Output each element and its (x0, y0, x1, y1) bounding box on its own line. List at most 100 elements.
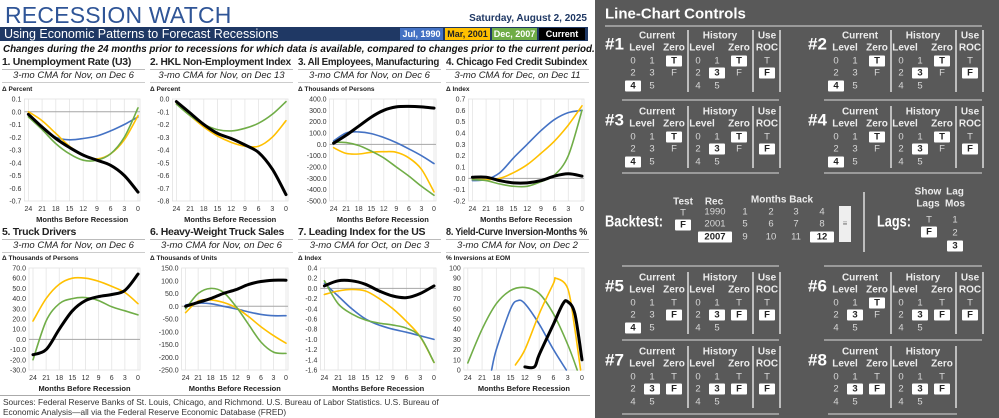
current-level-option-0[interactable]: 0 (630, 297, 636, 309)
history-level-option-5[interactable]: 5 (714, 80, 720, 92)
history-zero-option-F[interactable]: F (736, 67, 742, 79)
current-level-option-4[interactable]: 4 (828, 156, 844, 168)
history-zero-option-T[interactable]: T (934, 131, 950, 143)
roc-option-F[interactable]: F (962, 143, 978, 155)
history-level-option-3[interactable]: 3 (709, 67, 725, 79)
history-level-option-3[interactable]: 3 (912, 143, 928, 155)
current-level-option-5[interactable]: 5 (852, 396, 858, 408)
current-zero-option-T[interactable]: T (671, 297, 677, 309)
months-option-1[interactable]: 1 (742, 206, 748, 218)
show-lags-option-T[interactable]: T (926, 214, 932, 226)
history-level-option-3[interactable]: 3 (709, 383, 725, 395)
history-zero-option-F[interactable]: F (934, 383, 950, 395)
roc-option-T[interactable]: T (764, 55, 770, 67)
history-level-option-2[interactable]: 2 (898, 67, 904, 79)
current-level-option-0[interactable]: 0 (833, 131, 839, 143)
history-level-option-4[interactable]: 4 (898, 156, 904, 168)
history-level-option-0[interactable]: 0 (898, 297, 904, 309)
current-level-option-2[interactable]: 2 (833, 143, 839, 155)
current-zero-option-F[interactable]: F (666, 309, 682, 321)
history-level-option-5[interactable]: 5 (714, 396, 720, 408)
current-level-option-1[interactable]: 1 (649, 297, 655, 309)
history-level-option-0[interactable]: 0 (898, 55, 904, 67)
months-scrollbar[interactable]: ≡ (839, 206, 851, 242)
history-zero-option-F[interactable]: F (939, 67, 945, 79)
test-option-T[interactable]: T (680, 207, 686, 219)
roc-option-T[interactable]: T (764, 131, 770, 143)
current-level-option-5[interactable]: 5 (649, 80, 655, 92)
current-level-option-3[interactable]: 3 (649, 143, 655, 155)
current-level-option-1[interactable]: 1 (852, 297, 858, 309)
current-level-option-4[interactable]: 4 (625, 80, 641, 92)
current-level-option-5[interactable]: 5 (649, 396, 655, 408)
history-level-option-3[interactable]: 3 (709, 143, 725, 155)
months-option-9[interactable]: 9 (742, 231, 748, 243)
months-option-11[interactable]: 11 (791, 231, 801, 243)
lag-mos-option-2[interactable]: 2 (952, 227, 958, 239)
history-level-option-3[interactable]: 3 (912, 309, 928, 321)
current-level-option-5[interactable]: 5 (852, 80, 858, 92)
current-level-option-0[interactable]: 0 (833, 297, 839, 309)
current-level-option-3[interactable]: 3 (644, 383, 660, 395)
current-level-option-1[interactable]: 1 (852, 55, 858, 67)
history-level-option-1[interactable]: 1 (714, 55, 720, 67)
current-zero-option-T[interactable]: T (869, 297, 885, 309)
current-zero-option-F[interactable]: F (874, 143, 880, 155)
current-level-option-1[interactable]: 1 (852, 131, 858, 143)
history-level-option-3[interactable]: 3 (912, 67, 928, 79)
months-option-7[interactable]: 7 (793, 218, 799, 230)
current-level-option-4[interactable]: 4 (828, 80, 844, 92)
current-level-option-1[interactable]: 1 (649, 371, 655, 383)
roc-option-F[interactable]: F (759, 383, 775, 395)
history-level-option-4[interactable]: 4 (898, 396, 904, 408)
roc-option-T[interactable]: T (764, 371, 770, 383)
current-level-option-3[interactable]: 3 (852, 143, 858, 155)
history-level-option-1[interactable]: 1 (714, 297, 720, 309)
history-level-option-1[interactable]: 1 (917, 371, 923, 383)
current-level-option-1[interactable]: 1 (649, 131, 655, 143)
history-zero-option-T[interactable]: T (736, 371, 742, 383)
current-level-option-2[interactable]: 2 (833, 67, 839, 79)
history-zero-option-T[interactable]: T (736, 297, 742, 309)
current-level-option-4[interactable]: 4 (630, 396, 636, 408)
months-option-10[interactable]: 10 (765, 231, 777, 243)
current-level-option-2[interactable]: 2 (630, 67, 636, 79)
history-level-option-4[interactable]: 4 (898, 80, 904, 92)
months-option-2[interactable]: 2 (768, 206, 774, 218)
current-level-option-1[interactable]: 1 (649, 55, 655, 67)
current-level-option-0[interactable]: 0 (630, 371, 636, 383)
history-level-option-0[interactable]: 0 (695, 297, 701, 309)
current-level-option-4[interactable]: 4 (625, 156, 641, 168)
current-level-option-2[interactable]: 2 (630, 383, 636, 395)
history-zero-option-T[interactable]: T (939, 297, 945, 309)
history-level-option-4[interactable]: 4 (695, 396, 701, 408)
history-zero-option-F[interactable]: F (731, 309, 747, 321)
current-level-option-5[interactable]: 5 (852, 322, 858, 334)
history-level-option-5[interactable]: 5 (917, 80, 923, 92)
current-zero-option-T[interactable]: T (874, 371, 880, 383)
roc-option-F[interactable]: F (759, 143, 775, 155)
history-level-option-2[interactable]: 2 (695, 67, 701, 79)
roc-option-F[interactable]: F (962, 67, 978, 79)
history-zero-option-T[interactable]: T (939, 371, 945, 383)
current-level-option-5[interactable]: 5 (649, 322, 655, 334)
roc-option-T[interactable]: T (967, 131, 973, 143)
history-zero-option-T[interactable]: T (731, 55, 747, 67)
current-level-option-0[interactable]: 0 (833, 371, 839, 383)
current-level-option-4[interactable]: 4 (625, 322, 641, 334)
history-level-option-2[interactable]: 2 (898, 383, 904, 395)
history-level-option-5[interactable]: 5 (917, 156, 923, 168)
months-option-6[interactable]: 6 (768, 218, 774, 230)
roc-option-T[interactable]: T (967, 297, 973, 309)
show-lags-option-F[interactable]: F (921, 226, 937, 238)
history-level-option-4[interactable]: 4 (695, 80, 701, 92)
current-level-option-3[interactable]: 3 (852, 67, 858, 79)
months-option-8[interactable]: 8 (819, 218, 825, 230)
history-level-option-2[interactable]: 2 (695, 143, 701, 155)
history-level-option-0[interactable]: 0 (898, 371, 904, 383)
test-option-F[interactable]: F (675, 219, 691, 231)
rec-option-1990[interactable]: 1990 (704, 206, 726, 218)
history-level-option-4[interactable]: 4 (695, 322, 701, 334)
roc-option-F[interactable]: F (759, 67, 775, 79)
current-level-option-3[interactable]: 3 (649, 67, 655, 79)
